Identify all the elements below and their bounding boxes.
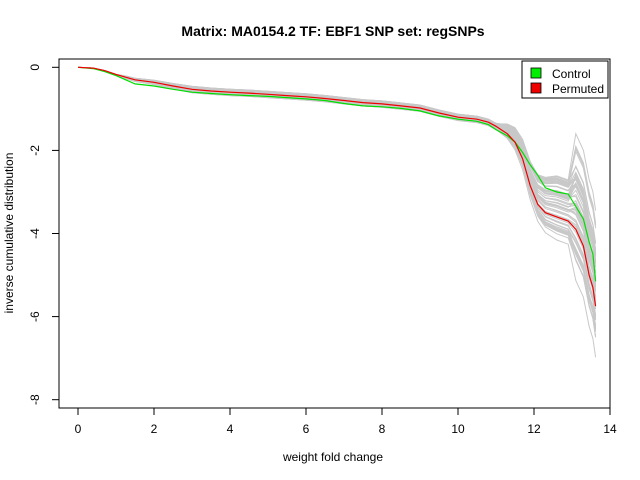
permutation-line: [77, 66, 597, 326]
permutation-line: [77, 66, 597, 358]
x-tick-label: 14: [603, 422, 617, 436]
permuted-line: [77, 66, 597, 307]
permutation-line: [77, 66, 597, 256]
permutation-line: [77, 66, 597, 317]
permutation-line: [77, 66, 597, 332]
permutation-line: [77, 66, 597, 319]
legend-swatch-control: [530, 67, 542, 79]
x-tick-label: 6: [303, 422, 310, 436]
y-tick-label: -6: [28, 311, 42, 322]
legend: Control Permuted: [521, 60, 609, 99]
permutation-line: [77, 66, 597, 329]
x-tick-label: 8: [379, 422, 386, 436]
plot-frame: [58, 58, 611, 409]
series-lines: [77, 66, 597, 307]
permutation-line: [77, 66, 597, 319]
y-axis-label: inverse cumulative distribution: [2, 153, 16, 314]
permutation-line: [77, 66, 597, 229]
permutation-line: [77, 66, 597, 251]
permutation-line: [77, 66, 597, 253]
background-permutation-lines: [77, 66, 597, 358]
x-tick-label: 12: [527, 422, 541, 436]
x-tick-label: 4: [227, 422, 234, 436]
x-axis-label: weight fold change: [282, 450, 383, 464]
permutation-line: [77, 66, 597, 328]
permutation-line: [77, 66, 597, 256]
permutation-line: [77, 66, 597, 338]
permutation-line: [77, 66, 597, 256]
y-tick-label: -4: [28, 228, 42, 239]
legend-swatch-permuted: [530, 82, 542, 94]
permutation-line: [77, 66, 597, 315]
permutation-line: [77, 66, 597, 337]
chart-title: Matrix: MA0154.2 TF: EBF1 SNP set: regSN…: [181, 23, 484, 39]
permutation-line: [77, 66, 597, 211]
permutation-line: [77, 66, 597, 337]
x-tick-label: 2: [151, 422, 158, 436]
permutation-line: [77, 66, 597, 254]
x-tick-label: 10: [451, 422, 465, 436]
legend-label-control: Control: [552, 67, 591, 81]
permutation-line: [77, 66, 597, 254]
permutation-line: [77, 66, 597, 257]
control-line: [77, 66, 597, 282]
y-tick-label: -8: [28, 394, 42, 405]
x-axis: 0 2 4 6 8 10 12 14: [75, 408, 617, 436]
y-tick-label: 0: [28, 64, 42, 71]
y-axis: 0 -2 -4 -6 -8: [28, 64, 59, 405]
permutation-line: [77, 66, 597, 330]
permutation-line: [77, 66, 597, 260]
y-tick-label: -2: [28, 145, 42, 156]
permutation-line: [77, 66, 597, 254]
legend-label-permuted: Permuted: [552, 82, 604, 96]
x-tick-label: 0: [75, 422, 82, 436]
permutation-line: [77, 66, 597, 329]
permutation-line: [77, 66, 597, 255]
permutation-line: [77, 66, 597, 320]
permutation-line: [77, 66, 597, 291]
